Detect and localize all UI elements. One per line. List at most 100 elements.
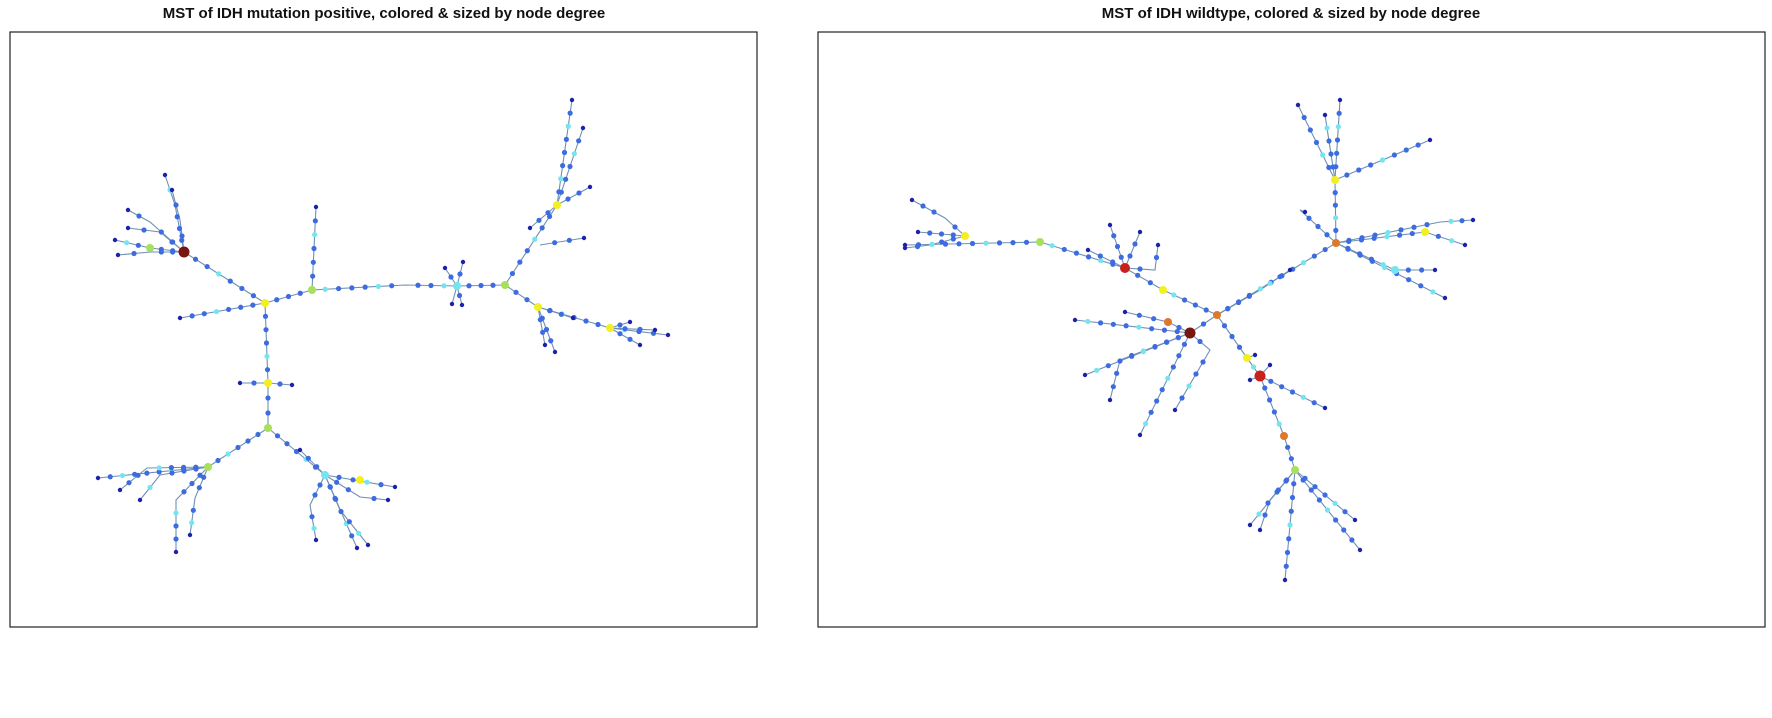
node <box>1267 280 1273 286</box>
node <box>1332 239 1340 247</box>
node <box>1462 242 1468 248</box>
node <box>1342 509 1348 515</box>
edge <box>537 306 574 319</box>
node <box>1110 259 1116 265</box>
node <box>1435 233 1441 239</box>
node <box>277 381 283 387</box>
node <box>567 163 573 170</box>
node <box>1421 228 1429 236</box>
node <box>1268 378 1274 384</box>
node <box>1322 112 1328 118</box>
node <box>141 227 147 233</box>
node <box>1107 222 1113 228</box>
node <box>1117 358 1123 364</box>
node <box>606 324 614 332</box>
node <box>1300 260 1307 266</box>
node <box>345 487 351 493</box>
node <box>385 497 391 503</box>
node <box>321 471 329 479</box>
node <box>1418 283 1424 289</box>
node <box>117 487 123 493</box>
edge <box>1124 244 1159 271</box>
node <box>1344 172 1350 178</box>
node <box>112 237 118 243</box>
node <box>587 184 593 190</box>
node <box>490 282 496 288</box>
node <box>1384 234 1390 240</box>
node <box>1164 318 1172 326</box>
node <box>135 472 141 478</box>
node <box>115 252 121 258</box>
node <box>1085 318 1091 325</box>
node <box>311 245 317 252</box>
node <box>1345 245 1351 251</box>
node <box>563 176 569 182</box>
node <box>1385 229 1391 236</box>
node <box>983 240 989 246</box>
node <box>1379 157 1386 163</box>
node <box>1291 466 1299 474</box>
node <box>1380 262 1386 268</box>
node <box>1315 223 1321 230</box>
node <box>969 240 976 247</box>
node <box>1341 527 1347 533</box>
node <box>346 519 352 525</box>
node <box>289 382 295 388</box>
node <box>176 225 183 232</box>
node <box>1257 527 1263 533</box>
node <box>264 367 271 373</box>
node <box>565 123 571 129</box>
node <box>1137 229 1143 235</box>
edge <box>1074 319 1191 334</box>
node <box>1221 323 1228 329</box>
node <box>312 492 318 498</box>
node <box>1142 421 1149 427</box>
node <box>1271 409 1277 415</box>
node <box>1419 267 1425 273</box>
node <box>264 353 270 359</box>
node <box>1098 257 1104 264</box>
node <box>174 214 180 220</box>
node <box>1326 164 1332 171</box>
node <box>1257 286 1263 292</box>
node <box>364 479 370 485</box>
node <box>1061 246 1067 253</box>
node <box>213 308 220 315</box>
node <box>392 484 398 490</box>
node <box>1247 522 1253 528</box>
node <box>1254 370 1266 382</box>
panel-title: MST of IDH mutation positive, colored & … <box>163 5 606 22</box>
node <box>1277 274 1283 280</box>
node <box>513 289 519 295</box>
node <box>929 241 935 247</box>
node <box>1097 253 1103 259</box>
node <box>146 244 154 252</box>
node <box>553 201 561 209</box>
node <box>327 484 333 490</box>
node <box>466 283 472 289</box>
node <box>1357 547 1363 553</box>
node <box>1049 243 1055 249</box>
node <box>227 278 233 284</box>
node <box>1391 152 1397 158</box>
edge <box>139 466 209 501</box>
node <box>914 243 921 250</box>
node <box>1256 511 1262 517</box>
node <box>126 480 132 486</box>
node <box>539 225 545 231</box>
node <box>902 245 908 251</box>
node <box>561 149 568 156</box>
node <box>1326 138 1332 144</box>
node <box>1301 114 1307 121</box>
node <box>1424 222 1430 228</box>
node <box>334 479 340 485</box>
node <box>350 477 356 483</box>
node <box>1307 127 1313 133</box>
edge <box>539 237 585 246</box>
node <box>201 474 207 480</box>
node <box>1110 384 1116 390</box>
node <box>322 286 328 292</box>
node <box>173 510 179 516</box>
node <box>1200 321 1207 327</box>
node <box>1442 295 1448 301</box>
